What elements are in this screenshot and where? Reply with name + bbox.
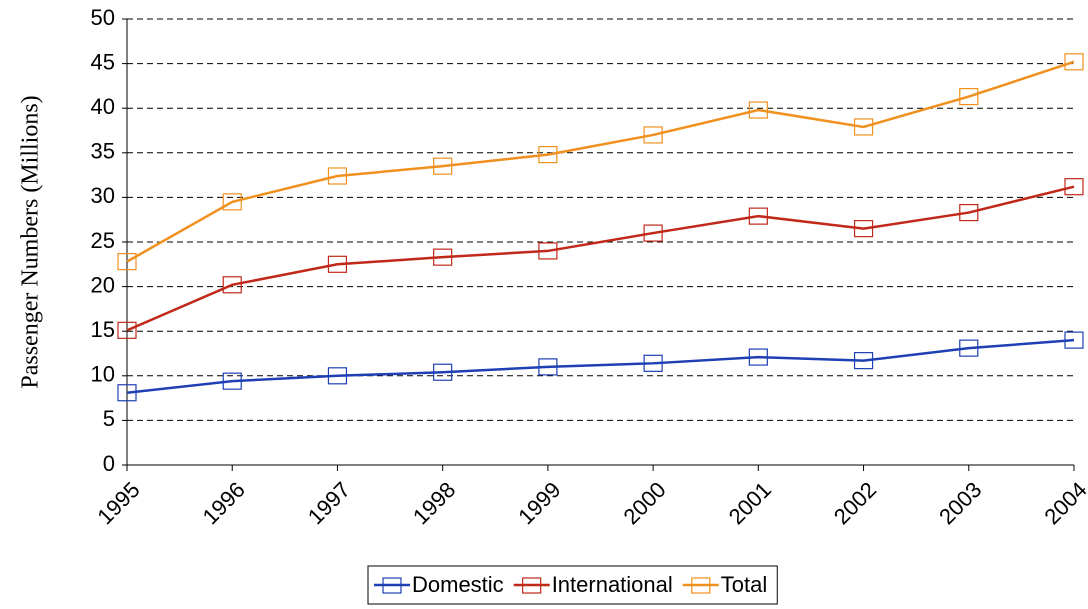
point-marker [433,157,453,175]
point-marker [117,384,137,402]
legend-marker [382,577,402,594]
x-tick-label: 1996 [198,477,250,529]
point-marker [1064,178,1084,196]
series-line [126,338,1075,394]
point-marker [222,193,242,211]
point-marker [538,145,558,164]
point-marker [1064,53,1084,71]
point-marker [643,224,663,242]
x-tick-label: 2004 [1039,477,1088,529]
point-marker [853,352,874,370]
x-tick-label: 2003 [934,477,986,529]
series-line [126,185,1075,332]
legend-marker [522,577,542,594]
point-marker [117,253,137,271]
y-tick-label: 10 [91,362,115,387]
legend: Domestic International Total [367,565,778,605]
y-tick-label: 35 [91,139,115,164]
series-line [126,60,1075,263]
point-marker [222,276,242,294]
point-marker [433,363,453,381]
y-tick-label: 50 [91,5,115,30]
legend-label: International [552,572,673,597]
legend-marker [691,577,711,594]
x-tick-label: 2002 [829,477,881,529]
point-marker [327,367,348,385]
y-tick-label: 25 [91,228,115,253]
point-marker [853,118,874,136]
point-marker [748,348,768,366]
x-tick-label: 1999 [513,477,565,529]
legend-label: Total [721,572,767,597]
point-marker [643,126,663,144]
point-marker [853,220,874,238]
y-tick-label: 5 [103,406,115,431]
point-marker [433,248,453,266]
y-tick-label: 40 [91,94,115,119]
x-tick-label: 1995 [92,477,144,529]
point-marker [538,242,558,260]
point-marker [748,101,768,119]
point-marker [959,203,979,222]
x-tick-label: 2001 [724,477,776,529]
legend-box [367,565,778,605]
x-tick-label: 2000 [618,477,670,529]
point-marker [959,88,979,106]
point-marker [643,354,663,372]
point-marker [959,339,979,357]
point-marker [117,321,137,339]
y-tick-label: 0 [103,451,115,476]
y-tick-label: 20 [91,272,115,297]
y-tick-label: 15 [91,317,115,342]
x-tick-label: 1998 [408,477,460,529]
point-marker [748,207,768,225]
y-tick-label: 45 [91,49,115,74]
point-marker [222,372,242,390]
point-marker [327,255,348,273]
x-tick-label: 1997 [303,477,355,529]
point-marker [327,167,348,185]
legend-label: Domestic [412,572,504,597]
y-axis-label: Passenger Numbers (Millions) [18,95,44,388]
point-marker [538,358,558,376]
y-tick-label: 30 [91,183,115,208]
point-marker [1064,331,1084,349]
